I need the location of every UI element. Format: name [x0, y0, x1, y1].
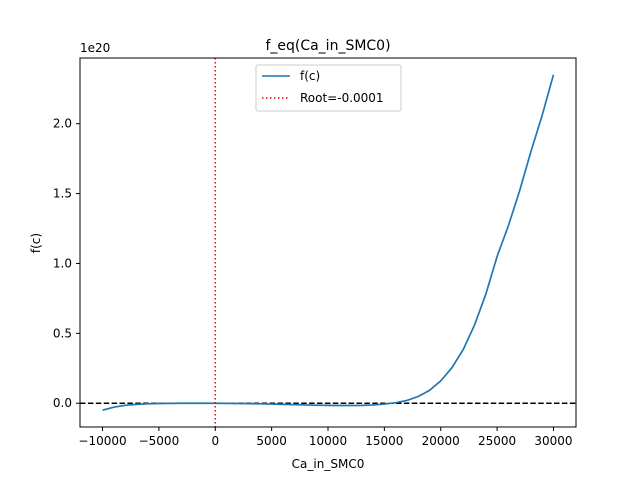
y-axis-offset-text: 1e20 [80, 41, 110, 55]
x-tick-label: 0 [211, 434, 219, 448]
x-tick-label: 15000 [365, 434, 403, 448]
plot-layer [80, 58, 576, 427]
legend-label-fc: f(c) [300, 69, 320, 83]
chart-title: f_eq(Ca_in_SMC0) [265, 38, 390, 54]
series-line-fc [102, 74, 555, 412]
legend-label-root: Root=-0.0001 [300, 91, 384, 105]
y-axis-label: f(c) [29, 233, 43, 253]
y-tick-label: 0.5 [53, 326, 72, 340]
x-tick-label: 20000 [422, 434, 460, 448]
y-tick-label: 2.0 [53, 117, 72, 131]
x-tick-label: 10000 [309, 434, 347, 448]
legend: f(c) Root=-0.0001 [255, 64, 402, 112]
x-tick-label: −5000 [139, 434, 180, 448]
x-tick-label: −10000 [78, 434, 126, 448]
x-tick-label: 5000 [256, 434, 287, 448]
y-axis-ticks: 0.0 0.5 1.0 1.5 2.0 [53, 117, 80, 410]
x-tick-label: 25000 [478, 434, 516, 448]
y-tick-label: 1.0 [53, 256, 72, 270]
x-axis-ticks: −10000 −5000 0 5000 10000 15000 20000 25000 3000… [78, 427, 573, 448]
y-tick-label: 1.5 [53, 187, 72, 201]
x-tick-label: 30000 [534, 434, 572, 448]
y-tick-label: 0.0 [53, 396, 72, 410]
legend-box [255, 64, 402, 112]
x-axis-label: Ca_in_SMC0 [292, 457, 365, 471]
